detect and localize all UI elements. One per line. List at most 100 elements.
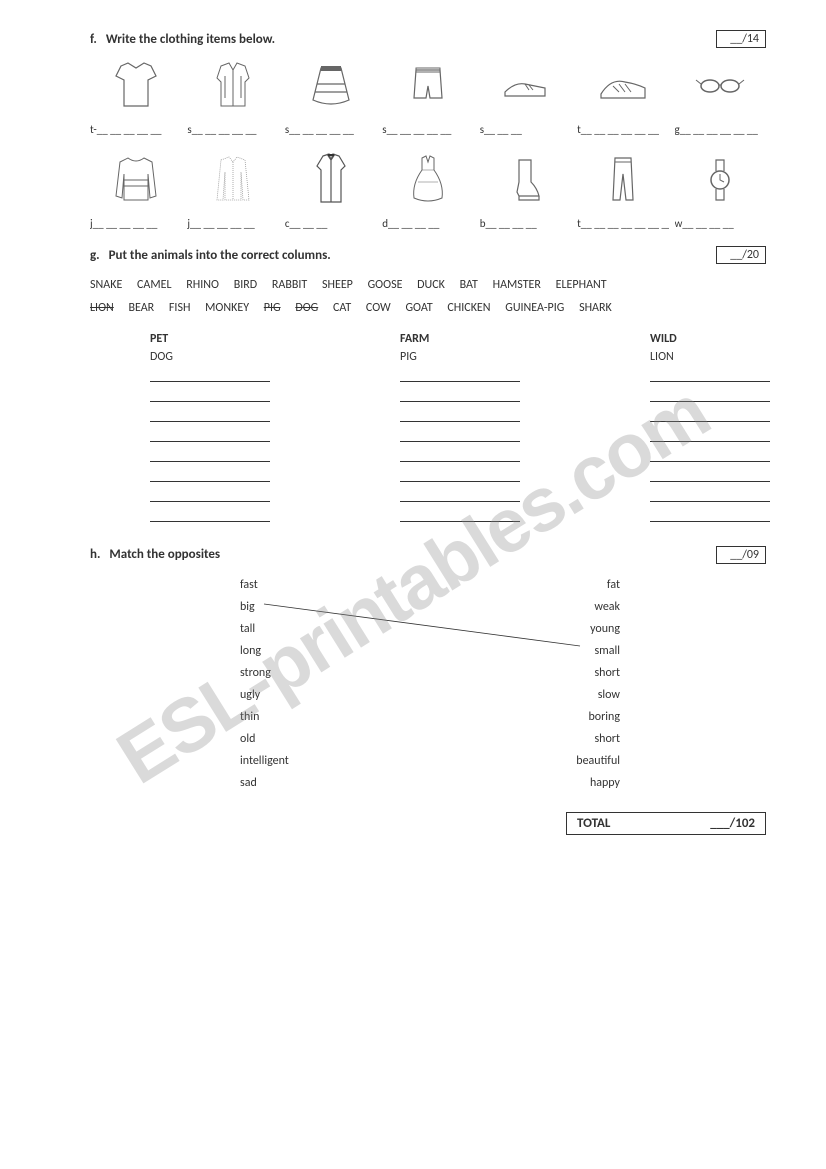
section-h-header: h. Match the opposites __/09 (90, 546, 766, 564)
opposite-pair: big weak (240, 600, 620, 614)
opposite-right[interactable]: small (594, 644, 620, 658)
label-item[interactable]: s__ __ __ __ __ (285, 123, 376, 136)
label-item[interactable]: c__ __ __ (285, 217, 376, 230)
label-item[interactable]: d__ __ __ __ (382, 217, 473, 230)
dress-icon (382, 152, 473, 211)
blank-line[interactable] (400, 428, 520, 442)
opposite-left[interactable]: strong (240, 666, 271, 680)
opposite-right[interactable]: short (594, 732, 620, 746)
wild-header: WILD (650, 332, 770, 346)
shorts-icon (382, 58, 473, 117)
label-item[interactable]: t__ __ __ __ __ __ __ (577, 217, 668, 230)
animal-word: SHEEP (322, 278, 353, 292)
animal-word: RHINO (186, 278, 219, 292)
animal-word: BEAR (128, 301, 154, 315)
blank-line[interactable] (650, 368, 770, 382)
label-item[interactable]: w__ __ __ __ (675, 217, 766, 230)
trousers-icon (577, 152, 668, 211)
trainers-icon (577, 58, 668, 117)
opposite-left[interactable]: long (240, 644, 261, 658)
blank-line[interactable] (400, 468, 520, 482)
opposite-left[interactable]: tall (240, 622, 255, 636)
animal-word: COW (366, 301, 391, 315)
blank-line[interactable] (400, 488, 520, 502)
animals-word-bank: SNAKE CAMEL RHINO BIRD RABBIT SHEEP GOOS… (90, 274, 766, 320)
opposite-left[interactable]: sad (240, 776, 257, 790)
label-item[interactable]: s__ __ __ __ __ (187, 123, 278, 136)
label-item[interactable]: j__ __ __ __ __ (90, 217, 181, 230)
animal-word: BAT (460, 278, 478, 292)
opposite-left[interactable]: intelligent (240, 754, 289, 768)
blank-line[interactable] (150, 488, 270, 502)
blank-line[interactable] (150, 408, 270, 422)
animal-word: GUINEA-PIG (505, 301, 564, 315)
opposite-left[interactable]: old (240, 732, 255, 746)
animal-word: ELEPHANT (556, 278, 607, 292)
label-item[interactable]: g__ __ __ __ __ __ (675, 123, 766, 136)
opposite-right[interactable]: beautiful (576, 754, 620, 768)
opposite-pair: thin boring (240, 710, 620, 724)
opposite-left[interactable]: big (240, 600, 255, 614)
section-h-letter: h. (90, 547, 100, 562)
clothing-row-1 (90, 58, 766, 117)
opposite-right[interactable]: weak (594, 600, 620, 614)
farm-header: FARM (400, 332, 520, 346)
tshirt-icon (90, 58, 181, 117)
label-item[interactable]: j__ __ __ __ __ (187, 217, 278, 230)
label-item[interactable]: t__ __ __ __ __ __ (577, 123, 668, 136)
blank-line[interactable] (650, 448, 770, 462)
animal-word: SNAKE (90, 278, 122, 292)
skirt-icon (285, 58, 376, 117)
opposite-right[interactable]: slow (598, 688, 620, 702)
section-h-title: Match the opposites (109, 547, 220, 562)
blank-line[interactable] (650, 468, 770, 482)
watch-icon (675, 152, 766, 211)
animal-columns: PET DOG FARM PIG WILD LION (90, 332, 766, 528)
opposite-right[interactable]: happy (590, 776, 620, 790)
section-f-header: f. Write the clothing items below. __/14 (90, 30, 766, 48)
blank-line[interactable] (400, 448, 520, 462)
blank-line[interactable] (150, 388, 270, 402)
blank-line[interactable] (150, 448, 270, 462)
blank-line[interactable] (400, 368, 520, 382)
animal-word: BIRD (234, 278, 257, 292)
blank-line[interactable] (650, 408, 770, 422)
animal-word: DUCK (417, 278, 445, 292)
opposite-pair: fast fat (240, 578, 620, 592)
label-item[interactable]: b__ __ __ __ (480, 217, 571, 230)
animal-word: MONKEY (205, 301, 249, 315)
pet-header: PET (150, 332, 270, 346)
blank-line[interactable] (400, 388, 520, 402)
blank-line[interactable] (650, 508, 770, 522)
label-item[interactable]: s__ __ __ (480, 123, 571, 136)
opposite-left[interactable]: ugly (240, 688, 260, 702)
opposite-right[interactable]: boring (588, 710, 620, 724)
opposite-right[interactable]: young (590, 622, 620, 636)
opposite-pair: strong short (240, 666, 620, 680)
blank-line[interactable] (150, 508, 270, 522)
label-item[interactable]: s__ __ __ __ __ (382, 123, 473, 136)
animal-word-used: PIG (264, 301, 281, 315)
opposite-left[interactable]: thin (240, 710, 259, 724)
blank-line[interactable] (650, 488, 770, 502)
blank-line[interactable] (650, 388, 770, 402)
opposite-right[interactable]: short (594, 666, 620, 680)
blank-line[interactable] (400, 408, 520, 422)
animal-word: CHICKEN (447, 301, 490, 315)
blank-line[interactable] (400, 508, 520, 522)
section-f-score[interactable]: __/14 (716, 30, 766, 48)
section-h-score[interactable]: __/09 (716, 546, 766, 564)
opposites-exercise: fast fat big weak tall young long small … (90, 574, 766, 790)
blank-line[interactable] (150, 428, 270, 442)
blank-line[interactable] (650, 428, 770, 442)
section-g-score[interactable]: __/20 (716, 246, 766, 264)
opposite-left[interactable]: fast (240, 578, 258, 592)
labels-row-1: t-__ __ __ __ __ s__ __ __ __ __ s__ __ … (90, 123, 766, 136)
section-g-header: g. Put the animals into the correct colu… (90, 246, 766, 264)
animal-word: CAMEL (137, 278, 172, 292)
label-item[interactable]: t-__ __ __ __ __ (90, 123, 181, 136)
opposite-right[interactable]: fat (607, 578, 620, 592)
blank-line[interactable] (150, 468, 270, 482)
blank-line[interactable] (150, 368, 270, 382)
shoe-icon (480, 58, 571, 117)
